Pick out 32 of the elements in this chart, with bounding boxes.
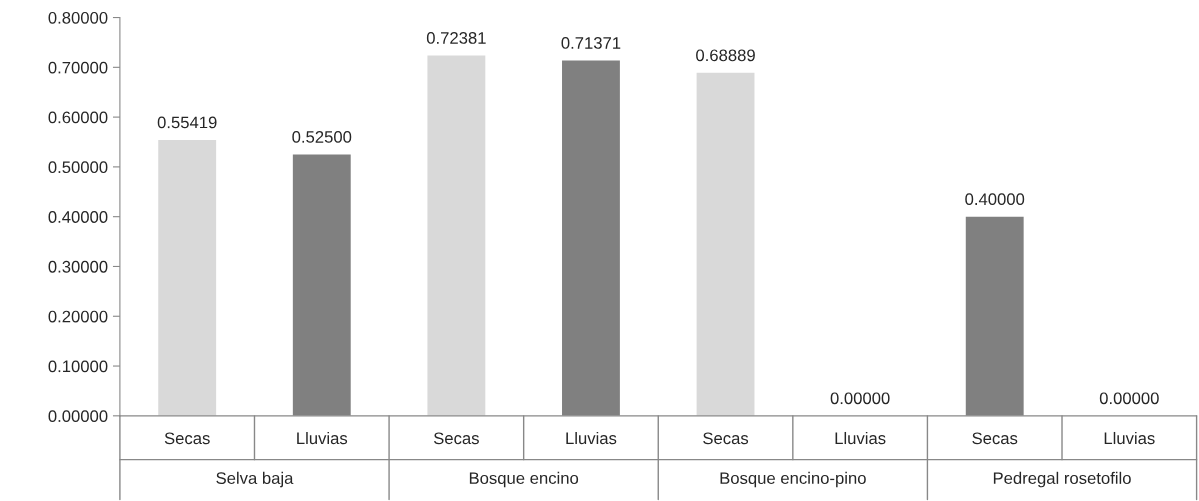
data-label: 0.40000: [965, 193, 1025, 206]
y-tick-label: 0.50000: [48, 161, 108, 174]
x-tick-label: Secas: [433, 432, 479, 445]
y-tick-label: 0.40000: [48, 211, 108, 223]
text: Selva baja: [216, 471, 294, 488]
data-label: 0.72381: [426, 32, 486, 44]
y-tick-label: 0.10000: [48, 360, 108, 373]
bar: [696, 72, 755, 416]
bar: [158, 139, 217, 416]
data-label: 0.52500: [292, 131, 352, 143]
bar: [427, 55, 486, 416]
text: Bosque encino: [469, 471, 579, 488]
x-tick-label: Secas: [164, 432, 210, 445]
x-tick-label: Secas: [972, 432, 1018, 445]
y-tick-label: 0.00000: [48, 410, 108, 423]
y-tick-label: 0.20000: [48, 310, 108, 323]
y-tick-label: 0.70000: [48, 61, 108, 74]
x-tick-label: Lluvias: [297, 431, 348, 445]
text: Bosque encino-pino: [720, 471, 866, 488]
y-tick-label: 0.30000: [48, 260, 108, 273]
x-tick-label: Secas: [703, 432, 749, 445]
y-tick-label: 0.80000: [48, 11, 108, 24]
x-tick-label: Lluvias: [835, 431, 886, 445]
data-label: 0.71371: [561, 37, 621, 49]
text: Pedregal rosetofilo: [993, 471, 1131, 488]
x-tick-label: Lluvias: [566, 431, 617, 445]
x-tick-label: Lluvias: [1104, 431, 1155, 445]
data-label: 0.55419: [157, 116, 217, 129]
y-tick-label: 0.60000: [48, 111, 108, 124]
data-label: 0.00000: [830, 392, 890, 405]
data-label: 0.68889: [696, 49, 755, 62]
data-label: 0.00000: [1099, 392, 1159, 405]
